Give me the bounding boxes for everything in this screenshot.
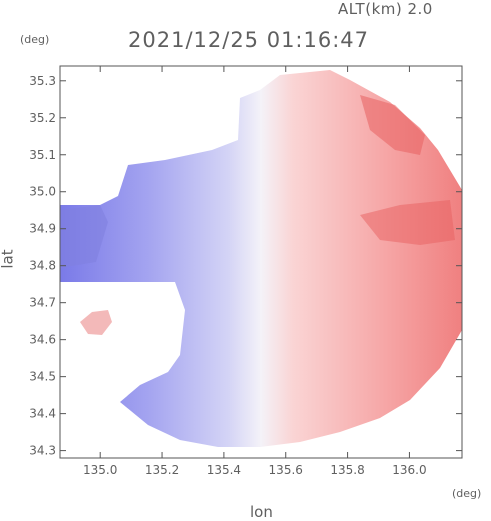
radar-echo-region xyxy=(60,70,462,447)
clutter-patch xyxy=(60,205,108,268)
x-tick-label: 136.0 xyxy=(392,463,426,477)
y-tick-label: 35.1 xyxy=(29,148,56,162)
y-tick-label: 34.9 xyxy=(29,222,56,236)
axis-ticks: 135.0 135.2 135.4 135.6 135.8 136.0 34.3 34.4 34… xyxy=(29,66,462,477)
x-axis-label: lon xyxy=(250,503,273,521)
clutter-patch xyxy=(80,310,112,335)
x-tick-label: 135.4 xyxy=(207,463,241,477)
x-tick-label: 135.2 xyxy=(145,463,179,477)
y-tick-label: 35.3 xyxy=(29,74,56,88)
altitude-label: ALT(km) 2.0 xyxy=(338,0,433,18)
y-tick-label: 35.0 xyxy=(29,185,56,199)
y-tick-label: 34.8 xyxy=(29,259,56,273)
y-tick-label: 34.7 xyxy=(29,296,56,310)
y-tick-label: 34.3 xyxy=(29,444,56,458)
x-tick-label: 135.8 xyxy=(330,463,364,477)
timestamp-title: 2021/12/25 01:16:47 xyxy=(128,28,370,52)
y-tick-label: 34.4 xyxy=(29,407,56,421)
x-axis-unit: (deg) xyxy=(452,487,482,500)
y-tick-label: 34.6 xyxy=(29,333,56,347)
clutter-patch xyxy=(360,200,455,245)
y-axis-unit: (deg) xyxy=(20,33,50,46)
clutter-patch xyxy=(360,95,425,155)
x-tick-label: 135.0 xyxy=(83,463,117,477)
y-tick-label: 34.5 xyxy=(29,370,56,384)
x-tick-label: 135.6 xyxy=(269,463,303,477)
y-tick-label: 35.2 xyxy=(29,111,56,125)
data-layer xyxy=(60,70,462,447)
plot-frame xyxy=(59,65,463,459)
